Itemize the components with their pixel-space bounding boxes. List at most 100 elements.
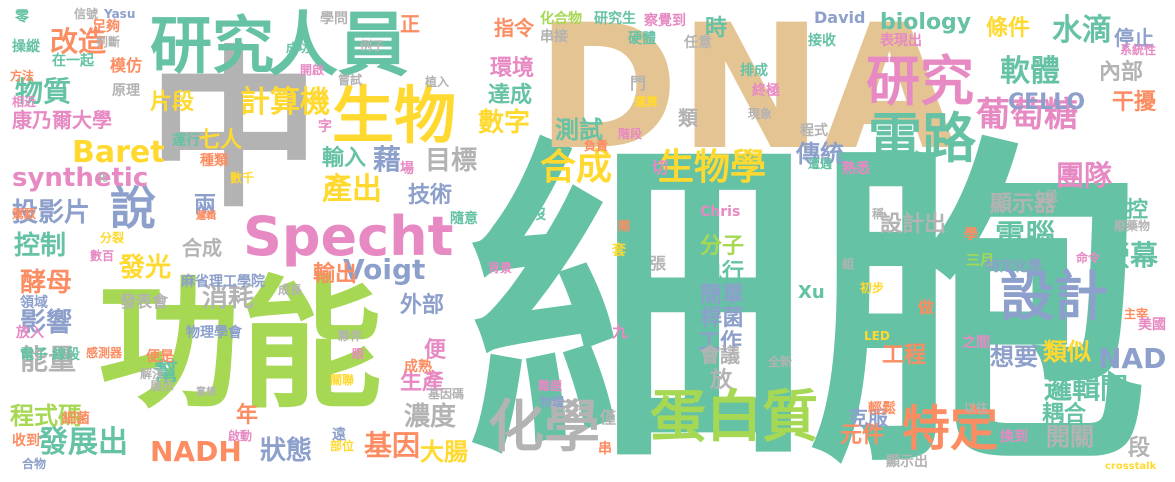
word-cloud-word: 背景 xyxy=(488,261,513,275)
word-cloud-word: 外部 xyxy=(400,293,445,318)
word-cloud-word: 能量 xyxy=(20,343,77,376)
word-cloud-word: 耦合 xyxy=(1042,402,1087,427)
word-cloud-word: 葡萄糖 xyxy=(976,95,1078,135)
word-cloud-word: 初步 xyxy=(860,281,885,295)
word-cloud-word: 說 xyxy=(110,181,156,235)
word-cloud-word: 邏輯 xyxy=(196,211,216,222)
word-cloud-word: 種類 xyxy=(200,153,228,169)
word-cloud-word: 排成 xyxy=(740,63,768,79)
word-cloud-word: 想要 xyxy=(990,343,1038,371)
word-cloud-word: biology xyxy=(880,10,972,35)
word-cloud-word: 僅 xyxy=(600,408,617,427)
word-cloud-word: 傳統 xyxy=(796,140,844,168)
word-cloud-word: 特定化學 xyxy=(986,259,1042,275)
word-cloud-word: 更 xyxy=(242,132,260,153)
word-cloud-word: 執行 xyxy=(700,260,745,285)
word-cloud-word: 掌控 xyxy=(842,189,867,203)
word-cloud-word: 稱 xyxy=(872,207,885,221)
word-cloud-word: 眼 xyxy=(352,347,365,361)
word-cloud-word: 生產 xyxy=(400,370,445,395)
word-cloud-word: 負責 xyxy=(584,139,609,153)
word-cloud-word: 啟動 xyxy=(228,429,253,443)
word-cloud-word: 判斷 xyxy=(96,35,121,49)
word-cloud-word: 年 xyxy=(236,403,259,428)
word-cloud-word: 程式碼 xyxy=(10,402,82,430)
word-cloud-word: 七段 xyxy=(1034,189,1059,203)
word-cloud-word: David xyxy=(814,8,866,27)
word-cloud-word: 隨意 xyxy=(450,211,478,227)
word-cloud-word: 發光 xyxy=(119,253,172,283)
word-cloud-word: Specht xyxy=(243,205,454,268)
word-cloud-word: 門 xyxy=(630,74,647,93)
word-cloud-word: 駕馭 xyxy=(12,207,37,221)
word-cloud-word: 研究 xyxy=(150,9,275,82)
word-cloud-word: 夥伴 xyxy=(338,329,363,343)
word-cloud-word: 物理 xyxy=(540,395,565,409)
word-cloud-word: 合物 xyxy=(22,457,47,471)
word-cloud-word: 物質 xyxy=(15,75,72,108)
word-cloud-word: 信號 xyxy=(74,7,99,21)
word-cloud-word: 技術 xyxy=(408,183,453,208)
word-cloud-word: 便 xyxy=(424,338,447,363)
word-cloud-word: 環境 xyxy=(490,56,535,81)
word-cloud-word: 程式 xyxy=(800,123,828,139)
word-cloud-word: 人員 xyxy=(268,4,408,86)
word-cloud-word: 現象 xyxy=(748,107,773,121)
word-cloud-word: 串接 xyxy=(540,29,568,45)
word-cloud-word: 條件 xyxy=(986,16,1031,41)
word-cloud-word: Voigt xyxy=(343,253,426,286)
word-cloud-word: 任意 xyxy=(684,35,712,51)
word-cloud-word: Chris xyxy=(700,204,741,220)
word-cloud-word: 蛋白質 xyxy=(650,385,818,450)
word-cloud-word: LED xyxy=(864,329,890,343)
word-cloud-word: 以往 xyxy=(964,401,989,415)
word-cloud-word: 生物 xyxy=(332,79,457,152)
word-cloud-word: 零 xyxy=(15,9,29,25)
word-cloud-word: 做 xyxy=(918,298,935,317)
word-cloud-word: 化 xyxy=(98,173,108,184)
word-cloud-word: 硬體 xyxy=(628,31,656,47)
word-cloud-word: 部位 xyxy=(330,439,355,453)
word-cloud-word: 電腦 xyxy=(995,219,1055,254)
word-cloud-word: 水滴 xyxy=(1052,13,1112,48)
word-cloud-word: 美國 xyxy=(1138,317,1166,333)
word-cloud-word: 化學 xyxy=(488,395,600,460)
word-cloud-word: 干擾 xyxy=(1112,90,1157,115)
word-cloud-word: 成熟 xyxy=(404,359,432,375)
word-cloud-word: 計算機 xyxy=(240,85,330,120)
word-cloud-word: 電子 xyxy=(20,347,48,363)
word-cloud-word: 七人 xyxy=(198,128,243,153)
word-cloud-word: 會議 xyxy=(700,343,740,367)
word-cloud-word: 工程 xyxy=(882,343,927,368)
word-cloud-word: 投影片 xyxy=(12,198,91,228)
word-cloud-word: 輸入 xyxy=(322,146,367,171)
word-cloud-word: 時 xyxy=(705,16,728,41)
word-cloud-word: 學 xyxy=(964,227,978,243)
word-cloud-word: 放 xyxy=(710,368,733,393)
word-cloud-word: 運行 xyxy=(172,133,200,149)
word-cloud-word: 意想 xyxy=(196,387,216,398)
word-cloud-word: 麻省理工學院 xyxy=(181,274,265,290)
word-cloud-word: 察覺到 xyxy=(644,13,686,29)
word-cloud-word: 發表會 xyxy=(120,292,169,311)
word-cloud-word: 解決 xyxy=(140,367,165,381)
word-cloud-word: 桿菌 xyxy=(700,306,745,331)
word-cloud-word: 藉 xyxy=(373,143,402,176)
word-cloud-word: 切 xyxy=(652,158,669,177)
word-cloud-word: 合成 xyxy=(182,236,222,260)
word-cloud-word: 三月 xyxy=(966,253,994,269)
word-cloud-word: 表現出 xyxy=(880,33,922,49)
word-cloud-word: 軟體 xyxy=(1000,54,1060,89)
word-cloud-word: 淹沒 xyxy=(518,207,546,223)
word-cloud-word: 類似 xyxy=(1043,338,1091,366)
word-cloud-word: 遠 xyxy=(332,427,346,443)
word-cloud-word: 開關 xyxy=(1046,423,1094,451)
word-cloud-word: 輸出 xyxy=(313,262,358,287)
word-cloud-word: 數百 xyxy=(90,249,115,263)
word-cloud-word: 成功 xyxy=(286,41,311,55)
word-cloud-word: 廢藥物 xyxy=(1114,219,1151,233)
word-cloud-word: 顯示出 xyxy=(886,454,928,470)
word-cloud-word: 方法 xyxy=(10,69,35,83)
word-cloud-word: 命令 xyxy=(1076,251,1101,265)
